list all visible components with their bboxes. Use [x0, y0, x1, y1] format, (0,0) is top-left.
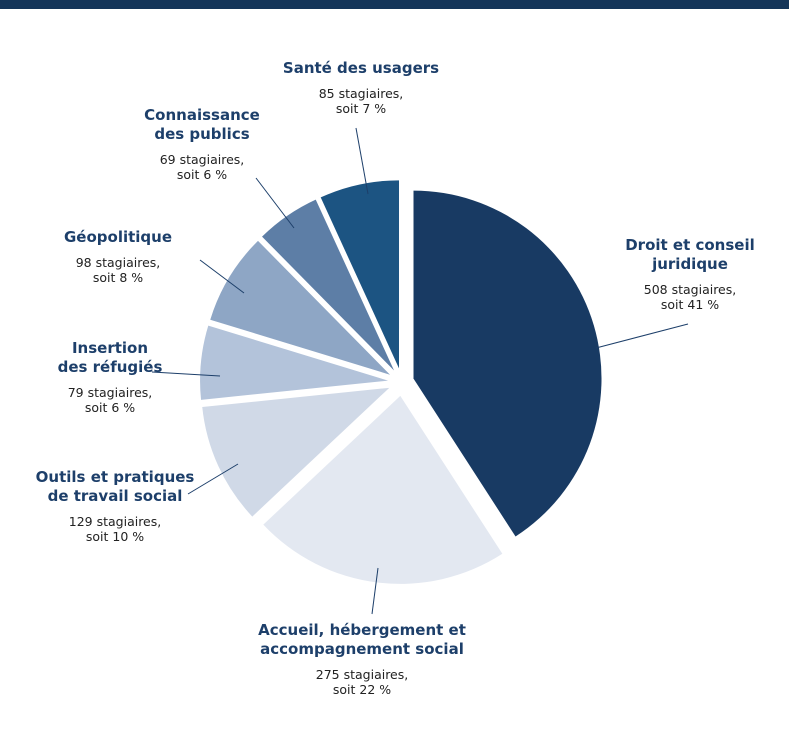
slice-value-7-line-2: soit 7 %	[336, 101, 386, 116]
slice-label-5-line-1: Géopolitique	[64, 228, 172, 246]
slice-value-7-line-1: 85 stagiaires,	[319, 86, 404, 101]
pie-slice-1	[413, 190, 602, 537]
slice-label-2-line-1: Accueil, hébergement et	[258, 621, 466, 639]
slice-value-5-line-1: 98 stagiaires,	[76, 255, 161, 270]
pie-slice-2	[263, 395, 503, 584]
slice-value-4-line-2: soit 6 %	[85, 400, 135, 415]
slice-label-4-line-2: des réfugiés	[58, 358, 163, 376]
pie-slice-6	[262, 199, 395, 371]
leader-line-6	[255, 177, 295, 229]
leader-line-3	[187, 463, 239, 495]
slice-value-3-line-2: soit 10 %	[86, 529, 144, 544]
slice-label-7-line-1: Santé des usagers	[283, 59, 439, 77]
slice-value-1-line-2: soit 41 %	[661, 297, 719, 312]
leader-line-4	[151, 371, 221, 377]
pie-slice-5	[210, 240, 391, 375]
leader-line-7	[355, 127, 369, 195]
leader-line-1	[595, 323, 689, 349]
slice-label-6-line-2: des publics	[154, 125, 249, 143]
slice-value-4-line-1: 79 stagiaires,	[68, 385, 153, 400]
slice-label-1-line-2: juridique	[651, 255, 728, 273]
slice-value-6-line-1: 69 stagiaires,	[160, 152, 245, 167]
slice-value-2-line-1: 275 stagiaires,	[316, 667, 409, 682]
slice-value-5-line-2: soit 8 %	[93, 270, 143, 285]
slice-label-3-line-1: Outils et pratiques	[36, 468, 195, 486]
slice-label-4-line-1: Insertion	[72, 339, 148, 357]
slice-label-1-line-1: Droit et conseil	[625, 236, 755, 254]
leader-line-5	[199, 259, 245, 294]
slice-value-1-line-1: 508 stagiaires,	[644, 282, 737, 297]
slice-value-2-line-2: soit 22 %	[333, 682, 391, 697]
slice-label-6-line-1: Connaissance	[144, 106, 260, 124]
slice-value-3-line-1: 129 stagiaires,	[69, 514, 162, 529]
slice-label-3-line-2: de travail social	[48, 487, 183, 505]
pie-slice-4	[200, 325, 389, 400]
slice-value-6-line-2: soit 6 %	[177, 167, 227, 182]
pie-slice-3	[202, 387, 390, 517]
pie-slice-7	[320, 180, 400, 369]
slice-label-2-line-2: accompagnement social	[260, 640, 464, 658]
leader-line-2	[371, 567, 379, 615]
top-banner	[0, 0, 789, 9]
